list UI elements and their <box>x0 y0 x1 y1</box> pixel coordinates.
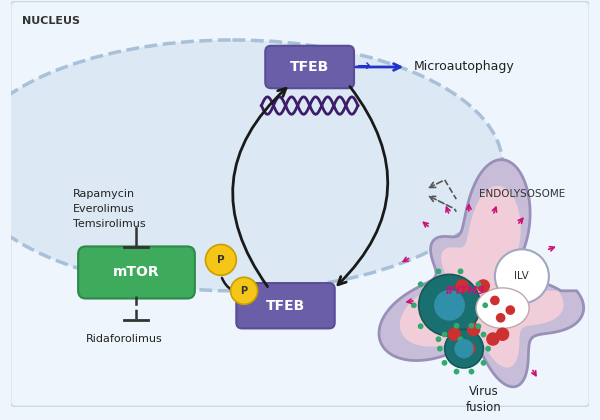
Text: Microautophagy: Microautophagy <box>414 60 515 74</box>
Text: TFEB: TFEB <box>266 299 305 313</box>
Text: NUCLEUS: NUCLEUS <box>22 16 80 26</box>
Circle shape <box>505 305 515 315</box>
Circle shape <box>448 328 461 341</box>
Circle shape <box>419 274 481 336</box>
Circle shape <box>469 323 475 328</box>
Text: →: → <box>356 58 370 76</box>
Circle shape <box>442 360 448 366</box>
Circle shape <box>445 329 483 368</box>
Circle shape <box>434 290 465 321</box>
Circle shape <box>496 313 505 323</box>
FancyBboxPatch shape <box>78 247 195 299</box>
Circle shape <box>481 332 487 337</box>
Text: ENDOLYSOSOME: ENDOLYSOSOME <box>479 189 565 200</box>
Circle shape <box>485 346 491 352</box>
Circle shape <box>476 281 481 287</box>
Ellipse shape <box>476 288 529 328</box>
FancyBboxPatch shape <box>236 283 335 328</box>
Circle shape <box>411 302 417 308</box>
Ellipse shape <box>0 40 503 291</box>
Text: mTOR: mTOR <box>113 265 160 279</box>
Circle shape <box>454 339 473 358</box>
Circle shape <box>490 296 500 305</box>
Circle shape <box>436 268 442 274</box>
Circle shape <box>442 332 448 337</box>
Text: IFITM3: IFITM3 <box>446 286 486 296</box>
Text: Virus
fusion: Virus fusion <box>466 385 501 414</box>
Circle shape <box>462 342 476 355</box>
Circle shape <box>458 268 463 274</box>
Circle shape <box>418 323 424 329</box>
Circle shape <box>495 249 549 303</box>
Circle shape <box>481 360 487 366</box>
Circle shape <box>454 323 460 328</box>
Circle shape <box>486 332 500 346</box>
Polygon shape <box>379 160 584 387</box>
Polygon shape <box>400 186 563 368</box>
Circle shape <box>469 369 475 375</box>
Circle shape <box>476 279 490 293</box>
Circle shape <box>467 323 481 336</box>
Text: P: P <box>241 286 248 296</box>
Text: Rapamycin
Everolimus
Temsirolimus: Rapamycin Everolimus Temsirolimus <box>73 189 146 229</box>
Circle shape <box>436 336 442 342</box>
Circle shape <box>496 328 509 341</box>
FancyBboxPatch shape <box>265 46 354 88</box>
Circle shape <box>205 244 236 276</box>
Text: TFEB: TFEB <box>290 60 329 74</box>
Circle shape <box>455 279 469 293</box>
Text: P: P <box>217 255 225 265</box>
Circle shape <box>437 346 443 352</box>
Text: ILV: ILV <box>514 271 529 281</box>
Circle shape <box>230 277 257 304</box>
Circle shape <box>418 281 424 287</box>
Circle shape <box>454 369 460 375</box>
Circle shape <box>458 336 463 342</box>
FancyBboxPatch shape <box>11 1 589 407</box>
Text: Ridaforolimus: Ridaforolimus <box>86 334 163 344</box>
Circle shape <box>482 302 488 308</box>
Circle shape <box>476 323 481 329</box>
